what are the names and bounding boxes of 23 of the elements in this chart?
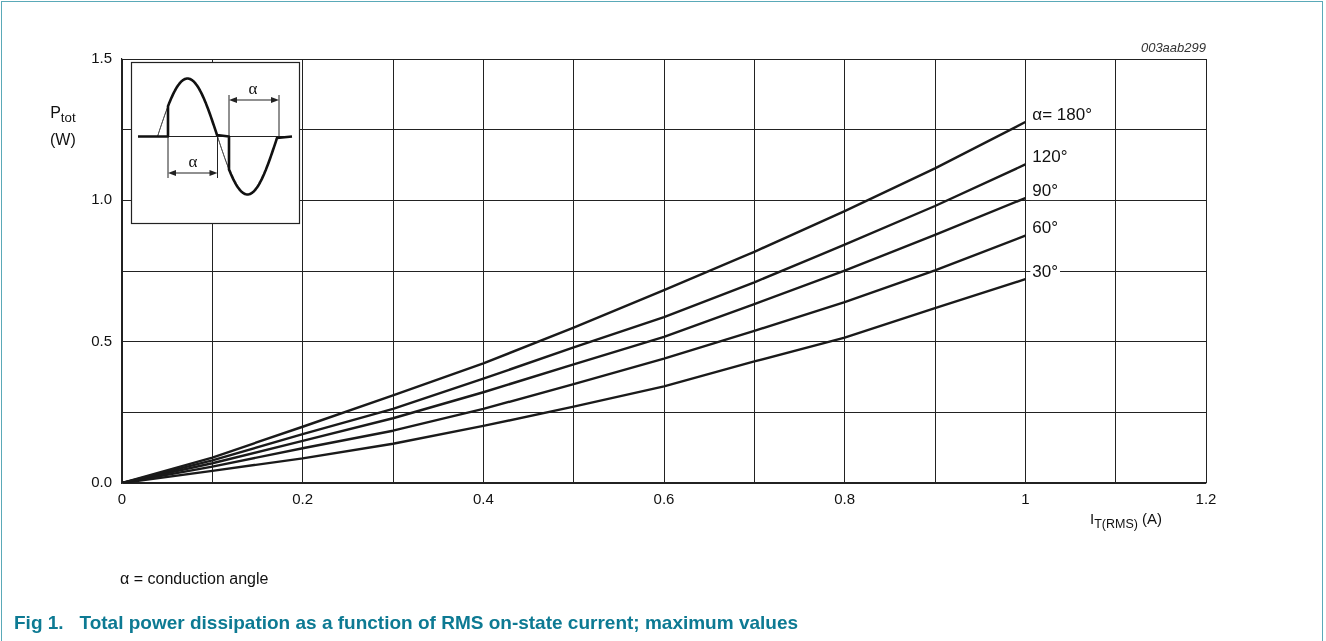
series-label: 90°	[1032, 180, 1059, 200]
annotation: α	[248, 79, 258, 98]
text: 003aab299	[1140, 40, 1206, 55]
x-tick-label: 0.6	[653, 490, 675, 508]
text: Fig 1. Total power dissipation as a function of RMS on-state current; maximum values	[14, 612, 799, 634]
y-tick-label: 1.0	[91, 190, 112, 208]
annotation: α	[188, 152, 198, 171]
x-tick-label: 0.4	[472, 490, 494, 508]
x-axis-title: I$_{T(RMS)}$ (A)	[1090, 510, 1163, 531]
x-tick-label: 0	[117, 490, 127, 508]
x-tick-label: 0.8	[834, 490, 856, 508]
text: α = conduction angle	[120, 570, 269, 588]
y-tick-label: 0.0	[91, 473, 112, 491]
series-label: 30°	[1032, 261, 1059, 281]
y-axis-title: P$_{tot}$ (W)	[50, 103, 76, 151]
y-tick-label: 1.5	[91, 49, 112, 67]
series-label: α= 180°	[1032, 104, 1092, 124]
x-tick-label: 0.2	[292, 490, 314, 508]
y-tick-label: 0.5	[91, 331, 112, 349]
series-label: 120°	[1032, 147, 1068, 167]
x-tick-label: 1.2	[1195, 490, 1217, 508]
series-label: 60°	[1032, 218, 1059, 238]
x-tick-label: 1	[1021, 490, 1030, 508]
